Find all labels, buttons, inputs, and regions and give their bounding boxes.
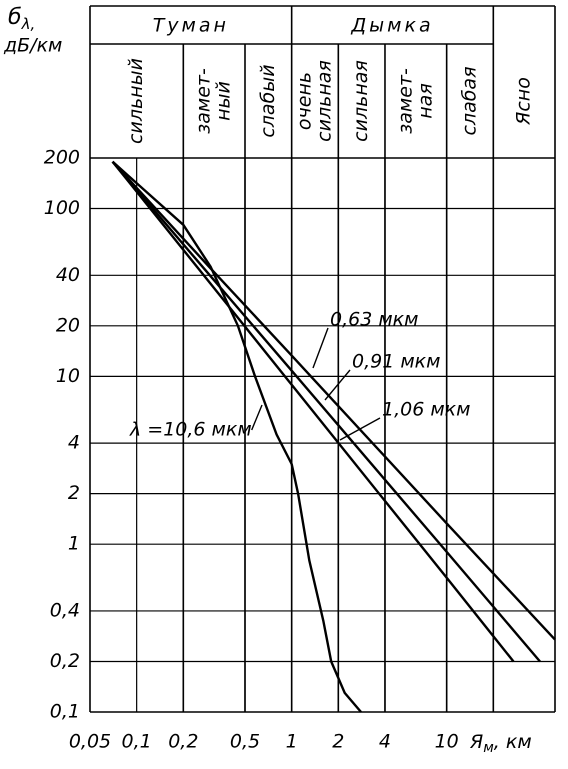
y-tick-label: 4 bbox=[68, 432, 80, 454]
band-label: ный bbox=[213, 81, 235, 121]
y-tick-label: 40 bbox=[56, 264, 80, 286]
band-label: Ясно bbox=[513, 77, 535, 126]
x-axis-unit: , км bbox=[494, 731, 532, 753]
x-axis-subscript: м bbox=[483, 740, 494, 756]
leader-line bbox=[324, 369, 351, 401]
band-label: сильная bbox=[313, 60, 335, 142]
leader-line bbox=[251, 404, 263, 431]
band-label: очень bbox=[293, 72, 315, 130]
y-axis-label: бλ, bbox=[8, 5, 35, 33]
series-label: λ =10,6 мкм bbox=[129, 419, 252, 441]
x-tick-label: 4 bbox=[379, 731, 391, 753]
series-label: 0,63 мкм bbox=[330, 309, 419, 331]
x-tick-label: 2 bbox=[332, 731, 344, 753]
y-tick-label: 20 bbox=[56, 314, 80, 336]
group-label: Дымка bbox=[350, 15, 433, 37]
x-tick-label: 0,1 bbox=[122, 731, 152, 753]
x-tick-label: 10 bbox=[435, 731, 459, 753]
leader-line bbox=[339, 417, 381, 441]
y-tick-label: 200 bbox=[44, 147, 80, 169]
x-axis-symbol: Я bbox=[469, 731, 483, 753]
band-label: замет- bbox=[394, 68, 416, 134]
series-line bbox=[111, 160, 362, 713]
y-tick-label: 1 bbox=[68, 533, 80, 555]
band-label: слабый bbox=[257, 64, 279, 137]
x-tick-label: 0,2 bbox=[168, 731, 198, 753]
y-tick-label: 0,2 bbox=[50, 650, 80, 672]
band-label: слабая bbox=[458, 66, 480, 135]
y-tick-label: 0,1 bbox=[50, 701, 80, 723]
y-tick-label: 2 bbox=[68, 482, 80, 504]
y-axis-symbol: б bbox=[8, 5, 22, 30]
y-tick-label: 0,4 bbox=[50, 599, 80, 621]
y-axis-subscript: λ, bbox=[21, 15, 36, 33]
band-label: сильная bbox=[350, 60, 372, 142]
series-line bbox=[111, 160, 515, 663]
x-tick-label: 1 bbox=[286, 731, 298, 753]
series-label: 0,91 мкм bbox=[352, 351, 441, 373]
x-axis-label: Ям, км bbox=[469, 731, 532, 757]
band-label: ная bbox=[414, 83, 436, 119]
x-tick-label: 0,05 bbox=[69, 731, 111, 753]
band-label: замет- bbox=[193, 68, 215, 134]
y-tick-label: 10 bbox=[56, 365, 80, 387]
group-label: Туман bbox=[153, 15, 229, 37]
leader-line bbox=[312, 327, 329, 369]
y-axis-unit: дБ/км bbox=[3, 35, 62, 57]
y-tick-label: 100 bbox=[44, 197, 80, 219]
band-label: сильный bbox=[125, 58, 147, 144]
series-label: 1,06 мкм bbox=[382, 399, 471, 421]
series-line bbox=[111, 160, 556, 641]
x-tick-label: 0,5 bbox=[230, 731, 260, 753]
series-line bbox=[111, 160, 541, 663]
